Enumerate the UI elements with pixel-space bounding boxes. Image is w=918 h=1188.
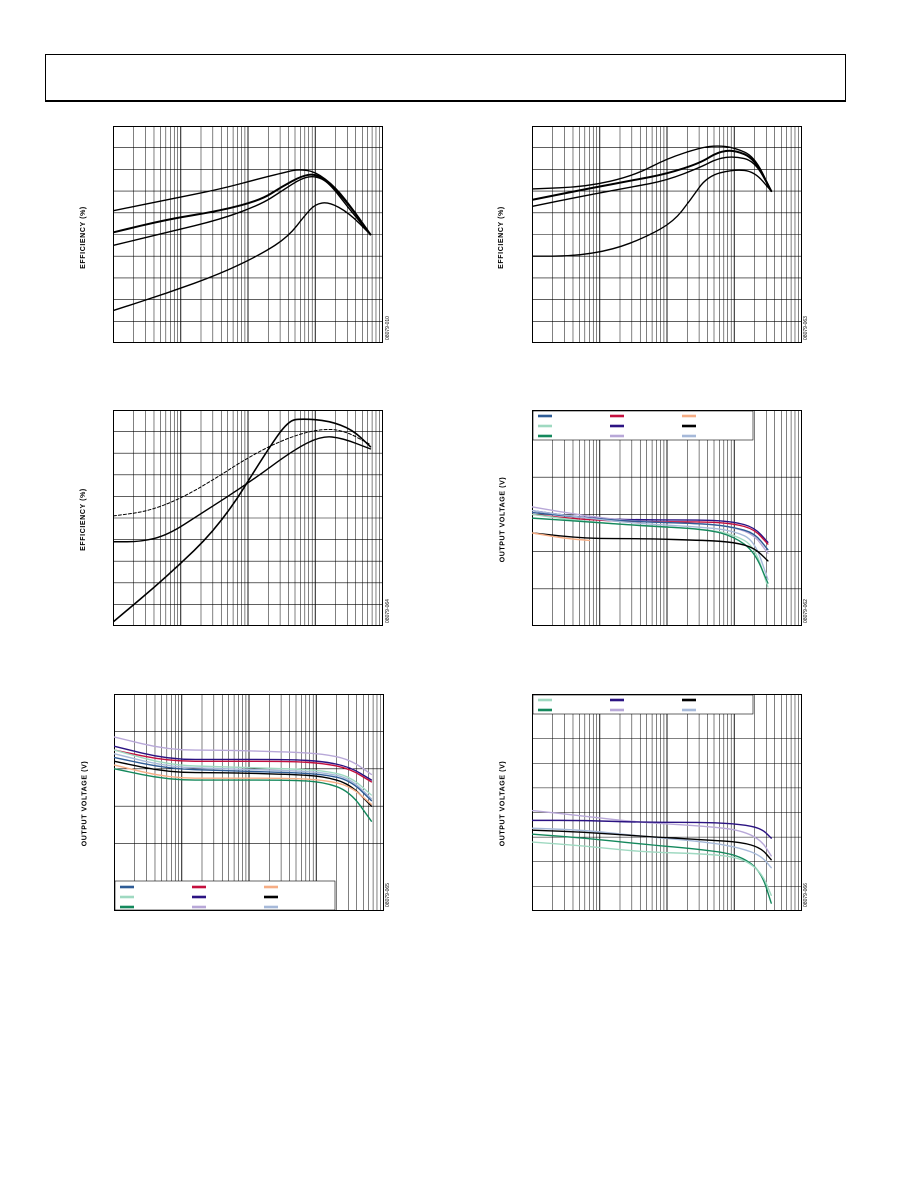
series-line-2 [532,513,769,545]
y-axis-label: OUTPUT VOLTAGE (V) [499,476,507,563]
series-line-8 [114,764,373,806]
series-line-3 [113,176,372,247]
figure-number: 08079-062 [802,599,809,623]
series-line-3 [532,156,772,207]
series-line-6 [532,509,769,581]
y-axis-label: EFFICIENCY (%) [497,206,505,269]
series-line-8 [532,532,769,562]
chart-svg [532,694,802,911]
series-line-6 [114,756,373,802]
series-line-3 [532,827,772,869]
legend-box [532,410,754,441]
series-line-9 [114,768,373,822]
series-line-6 [532,841,772,896]
y-axis-label: EFFICIENCY (%) [79,206,87,269]
series-line-1 [532,145,772,192]
series-line-2 [114,745,373,781]
chart-panel-output-voltage-bottom-right: OUTPUT VOLTAGE (V) 08079-066 [488,688,828,928]
series-line-5 [532,833,772,904]
y-axis-label: OUTPUT VOLTAGE (V) [499,760,507,847]
series-line-4 [114,749,373,796]
series-line-4 [532,511,769,551]
series-line-4 [532,169,772,257]
series-line-2 [532,819,772,839]
series-line-3 [114,749,373,783]
series-line-4 [532,829,772,861]
figure-number: 08079-066 [802,883,809,907]
chart-svg [113,410,383,626]
figure-number: 08079-010 [384,316,391,340]
legend-box [114,880,336,911]
page-header-box [45,54,846,102]
figure-number: 08079-063 [802,316,809,340]
y-axis-label: EFFICIENCY (%) [79,488,87,551]
chart-panel-efficiency-top-left: EFFICIENCY (%) 08079-010 [70,120,410,360]
figure-number: 08079-065 [384,883,391,907]
chart-panel-efficiency-top-right: EFFICIENCY (%) 08079-063 [488,120,828,360]
series-line-7 [532,517,769,584]
chart-svg [114,694,384,911]
series-line-5 [114,753,373,800]
chart-svg [532,410,802,626]
chart-panel-output-voltage-middle-right: OUTPUT VOLTAGE (V) 08079-062 [488,404,828,644]
series-line-2 [113,428,371,517]
chart-svg [532,126,802,343]
series-line-9 [532,532,591,542]
series-line-2 [532,149,773,201]
legend-box [532,694,754,715]
series-line-4 [113,202,372,312]
series-line-1 [532,809,772,857]
series-line-1 [114,736,373,776]
y-axis-label: OUTPUT VOLTAGE (V) [81,760,89,847]
series-line-1 [113,418,372,623]
series-line-3 [113,436,372,543]
chart-panel-output-voltage-bottom-left: OUTPUT VOLTAGE (V) 08079-065 [70,688,410,928]
chart-svg [113,126,383,343]
chart-panel-efficiency-middle-left: EFFICIENCY (%) 08079-064 [70,404,410,644]
figure-number: 08079-064 [384,599,391,623]
series-line-2 [113,173,372,236]
